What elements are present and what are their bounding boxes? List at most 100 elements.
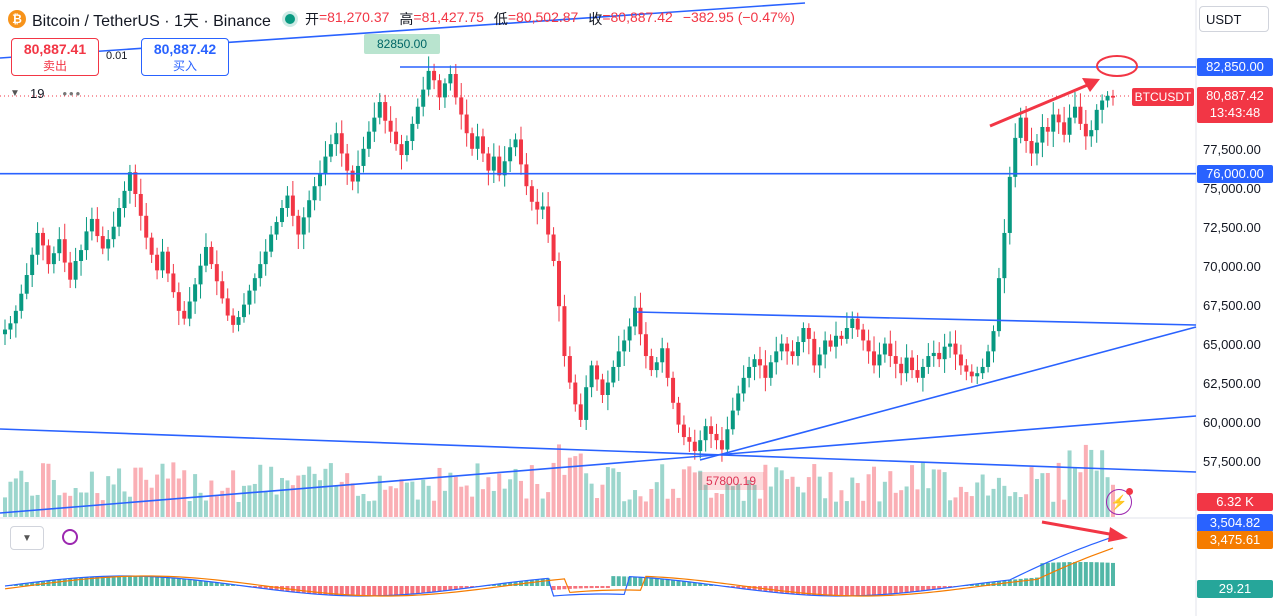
sell-price: 80,887.41 xyxy=(23,40,87,57)
volume-bar xyxy=(910,465,915,517)
candle xyxy=(866,340,871,352)
macd-bar xyxy=(752,586,757,591)
sell-button[interactable]: 80,887.41 卖出 xyxy=(11,38,99,76)
macd-bar xyxy=(258,586,263,589)
currency-selector[interactable]: USDT xyxy=(1199,6,1269,32)
symbol-title[interactable]: Bitcoin / TetherUS · 1天 · Binance xyxy=(32,13,271,30)
candle xyxy=(193,284,198,302)
candle xyxy=(377,102,382,118)
indicator-legend[interactable]: ▼ 19 ••• xyxy=(10,86,82,101)
volume-bar xyxy=(198,492,203,517)
volume-bar xyxy=(312,473,317,517)
volume-bar xyxy=(719,493,724,517)
volume-bar xyxy=(953,497,958,517)
candle xyxy=(480,136,485,154)
candle xyxy=(627,326,632,341)
macd-bar xyxy=(747,586,752,590)
candle xyxy=(557,260,561,307)
macd-bar xyxy=(312,586,317,595)
candle xyxy=(171,273,176,293)
level-76000-tag: 76,000.00 xyxy=(1197,165,1273,183)
macd-bar xyxy=(605,586,610,589)
candle xyxy=(595,365,600,380)
long-support-line xyxy=(0,415,1197,514)
macd-bar xyxy=(366,586,371,596)
macd-bar xyxy=(13,584,18,586)
candle xyxy=(372,117,377,132)
volume-bar xyxy=(421,479,426,517)
macd-bar xyxy=(948,586,953,588)
candle xyxy=(605,382,610,395)
volume-bar xyxy=(79,492,84,517)
candle xyxy=(790,351,795,357)
macd-bar xyxy=(736,586,741,589)
candle xyxy=(334,133,339,145)
candle xyxy=(426,70,431,90)
volume-bar xyxy=(508,479,513,517)
candle xyxy=(269,234,274,252)
volume-bar xyxy=(665,498,670,517)
candle xyxy=(160,251,165,271)
macd-bar xyxy=(1013,579,1018,586)
candle xyxy=(839,335,844,339)
candle xyxy=(1067,117,1072,135)
axis-label: 57,500.00 xyxy=(1203,454,1261,469)
volume-bar xyxy=(432,500,437,517)
candle xyxy=(768,362,773,378)
volume-bar xyxy=(741,500,746,517)
volume-bar xyxy=(3,497,7,517)
macd-bar xyxy=(551,586,556,590)
chevron-down-icon[interactable]: ▼ xyxy=(10,88,20,99)
macd-bar xyxy=(774,586,779,593)
macd-bar xyxy=(633,576,638,586)
macd-bar xyxy=(171,577,176,586)
macd-bar xyxy=(567,586,572,589)
volume-bar xyxy=(388,486,393,517)
candle xyxy=(709,426,714,434)
macd-bar xyxy=(513,581,518,586)
candle xyxy=(1105,95,1110,101)
triangle-lower-line xyxy=(699,326,1197,461)
volume-bar xyxy=(991,488,996,517)
volume-bar xyxy=(30,495,35,517)
candle xyxy=(834,335,838,347)
volume-bar xyxy=(611,468,616,517)
sync-icon[interactable] xyxy=(62,529,78,545)
macd-bar xyxy=(1105,562,1110,586)
candle xyxy=(79,250,84,261)
macd-bar xyxy=(589,586,594,589)
symbol-tag: BTCUSDT xyxy=(1132,88,1194,106)
volume-bar xyxy=(616,471,621,517)
buy-button[interactable]: 80,887.42 买入 xyxy=(141,38,229,76)
arrow-up-head xyxy=(1082,78,1100,92)
candle xyxy=(1056,114,1061,123)
macd-bar xyxy=(203,581,208,586)
more-icon[interactable]: ••• xyxy=(62,86,83,101)
candle xyxy=(931,352,936,357)
volume-bar xyxy=(920,462,925,517)
macd-bar xyxy=(1083,562,1088,586)
macd-bar xyxy=(795,586,800,595)
candle xyxy=(562,306,567,357)
lightning-icon[interactable]: ⚡ xyxy=(1106,488,1133,515)
candle xyxy=(1018,117,1023,138)
candle xyxy=(247,290,252,305)
volume-bar xyxy=(861,500,866,517)
macd-bar xyxy=(844,586,849,596)
volume-bar xyxy=(546,492,551,517)
candle xyxy=(616,351,621,367)
axis-label: 77,500.00 xyxy=(1203,142,1261,158)
candle xyxy=(828,340,833,347)
pane-collapse-button[interactable]: ▼ xyxy=(10,526,44,550)
macd-tag-2: 3,475.61 xyxy=(1197,531,1273,549)
candle xyxy=(399,144,404,156)
axis-label: 72,500.00 xyxy=(1203,220,1261,236)
candle xyxy=(785,343,790,352)
candle xyxy=(730,410,735,430)
candle xyxy=(540,206,545,210)
long-resistance-line xyxy=(0,428,1197,473)
macd-bar xyxy=(464,586,469,589)
candle xyxy=(855,318,860,330)
volume-bar xyxy=(948,500,953,517)
